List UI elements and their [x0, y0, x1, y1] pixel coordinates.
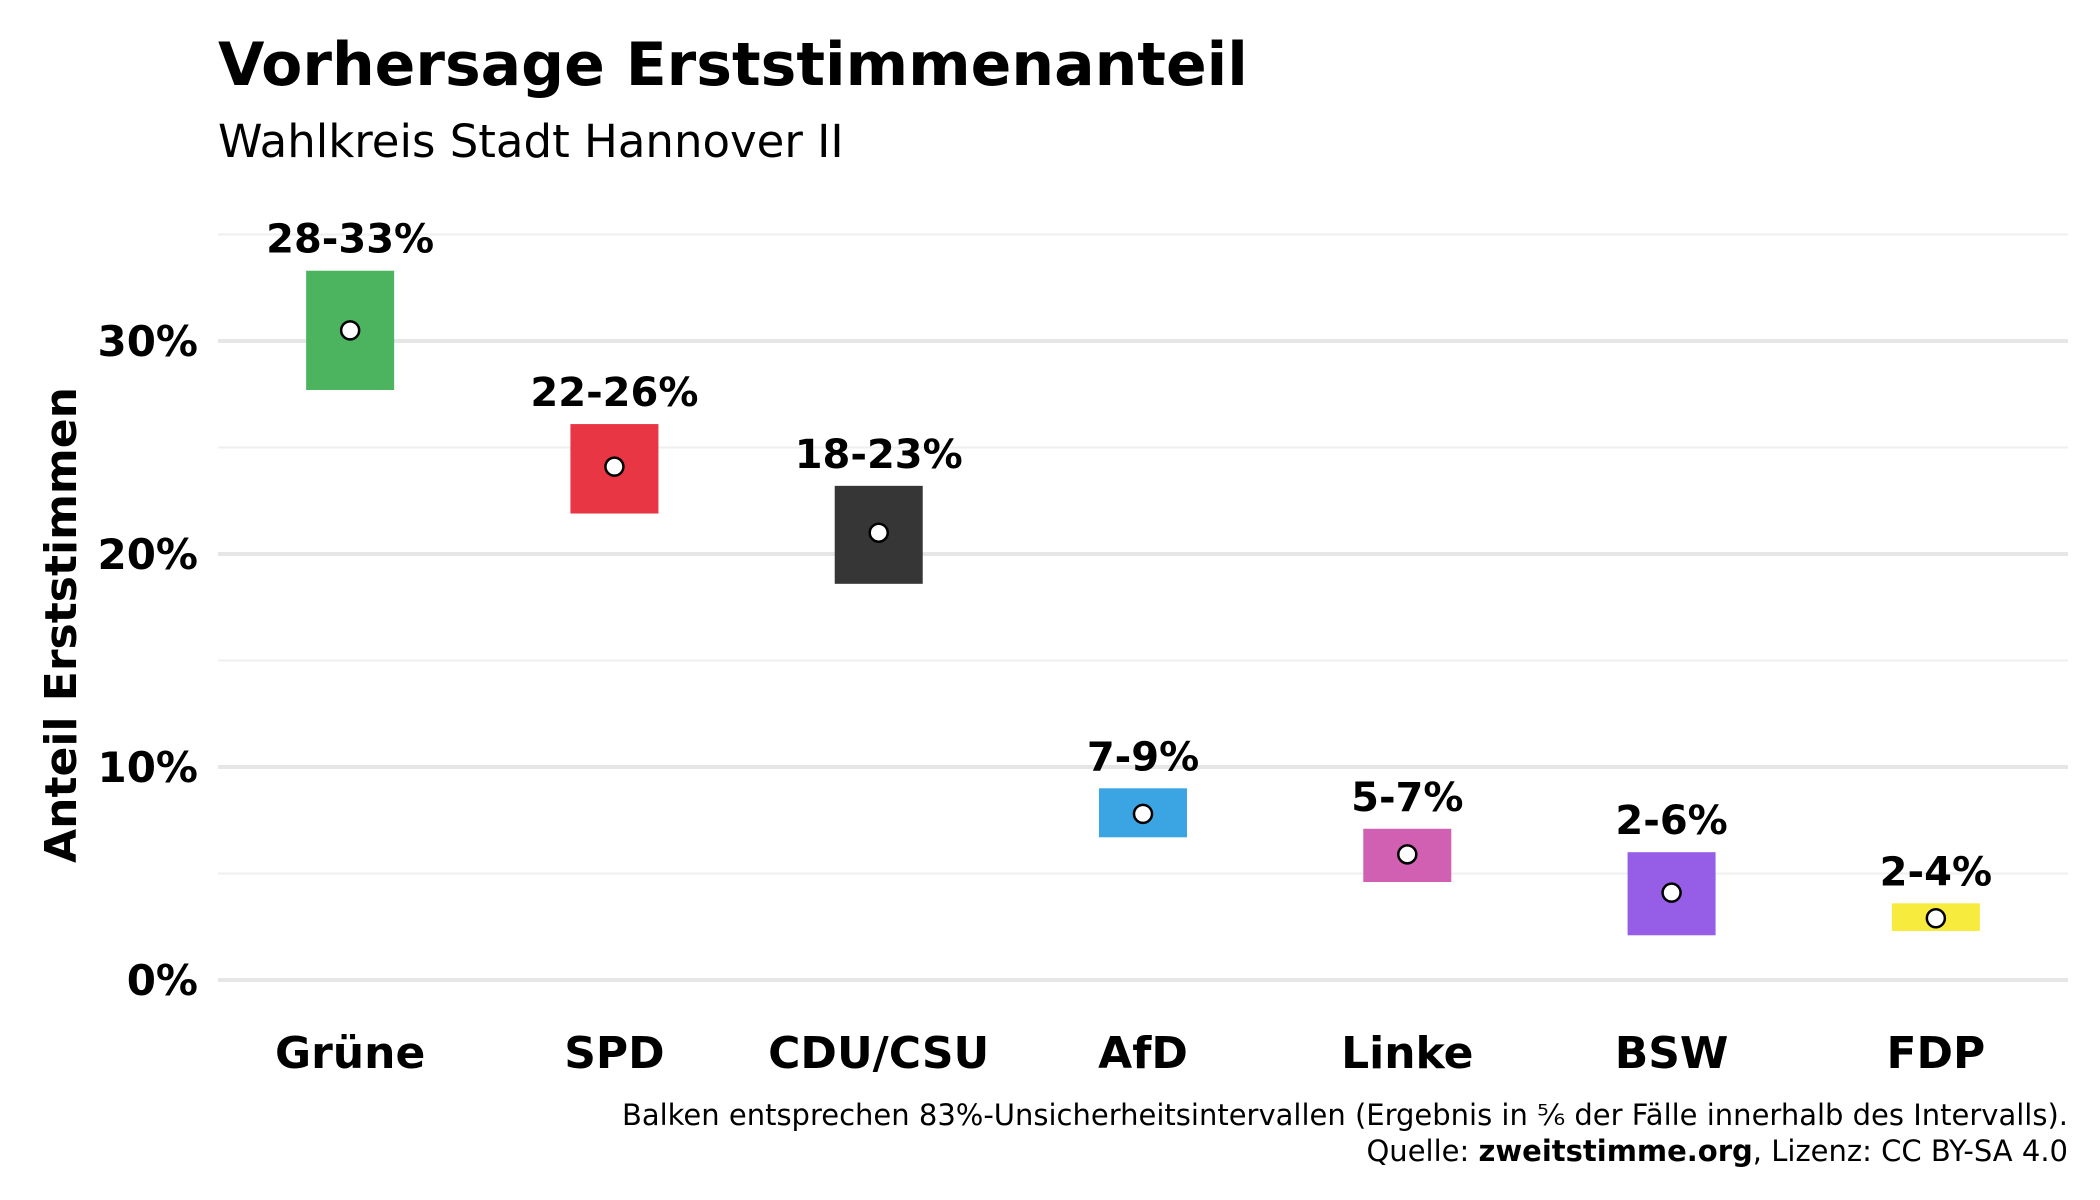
x-tick-label: AfD — [1098, 1028, 1188, 1079]
source-prefix: Quelle: — [1366, 1134, 1479, 1168]
caption: Balken entsprechen 83%-Unsicherheitsinte… — [622, 1097, 2068, 1169]
caption-source: Quelle: zweitstimme.org, Lizenz: CC BY-S… — [622, 1133, 2068, 1169]
caption-note: Balken entsprechen 83%-Unsicherheitsinte… — [621, 1098, 2068, 1132]
y-tick-label: 0% — [127, 956, 198, 1005]
point-estimate-marker — [868, 522, 889, 543]
y-axis-label: Anteil Erststimmen — [36, 387, 87, 863]
y-axis-ticks: 0% 10% 20% 30% — [97, 317, 198, 1005]
point-estimate-marker — [604, 456, 625, 477]
x-tick-label: Linke — [1341, 1028, 1473, 1079]
x-tick-label: CDU/CSU — [768, 1028, 989, 1079]
point-estimate-marker — [1925, 907, 1947, 929]
interval-data-label: 5-7% — [1351, 775, 1463, 821]
y-tick-label: 20% — [97, 530, 198, 579]
x-tick-label: FDP — [1886, 1028, 1985, 1079]
x-tick-label: BSW — [1615, 1028, 1729, 1079]
point-estimate-marker — [1661, 882, 1682, 903]
grid-lines — [218, 233, 2068, 982]
interval-data-label: 22-26% — [530, 370, 698, 416]
x-tick-label: Grüne — [275, 1028, 425, 1079]
interval-data-label: 28-33% — [266, 217, 434, 263]
x-tick-label: SPD — [564, 1028, 664, 1079]
point-estimate-marker — [1397, 844, 1418, 865]
source-license: , Lizenz: CC BY-SA 4.0 — [1752, 1134, 2068, 1168]
y-tick-label: 30% — [97, 317, 198, 366]
interval-data-label: 18-23% — [795, 432, 963, 478]
point-estimate-marker — [339, 320, 361, 341]
source-link[interactable]: zweitstimme.org — [1478, 1134, 1753, 1168]
x-axis-ticks: Grüne SPD CDU/CSU AfD Linke BSW FDP — [275, 1028, 1985, 1079]
y-tick-label: 10% — [97, 743, 198, 792]
interval-data-label: 2-4% — [1880, 849, 1992, 895]
chart-title: Vorhersage Erststimmenanteil — [218, 30, 1248, 100]
interval-bars: 28-33% 22-26% 18-23% 7-9% 5-7% 2-6% 2-4% — [266, 217, 1992, 936]
interval-data-label: 7-9% — [1087, 734, 1199, 780]
point-estimate-marker — [1132, 803, 1154, 825]
chart-subtitle: Wahlkreis Stadt Hannover II — [218, 115, 844, 168]
interval-data-label: 2-6% — [1615, 798, 1727, 844]
